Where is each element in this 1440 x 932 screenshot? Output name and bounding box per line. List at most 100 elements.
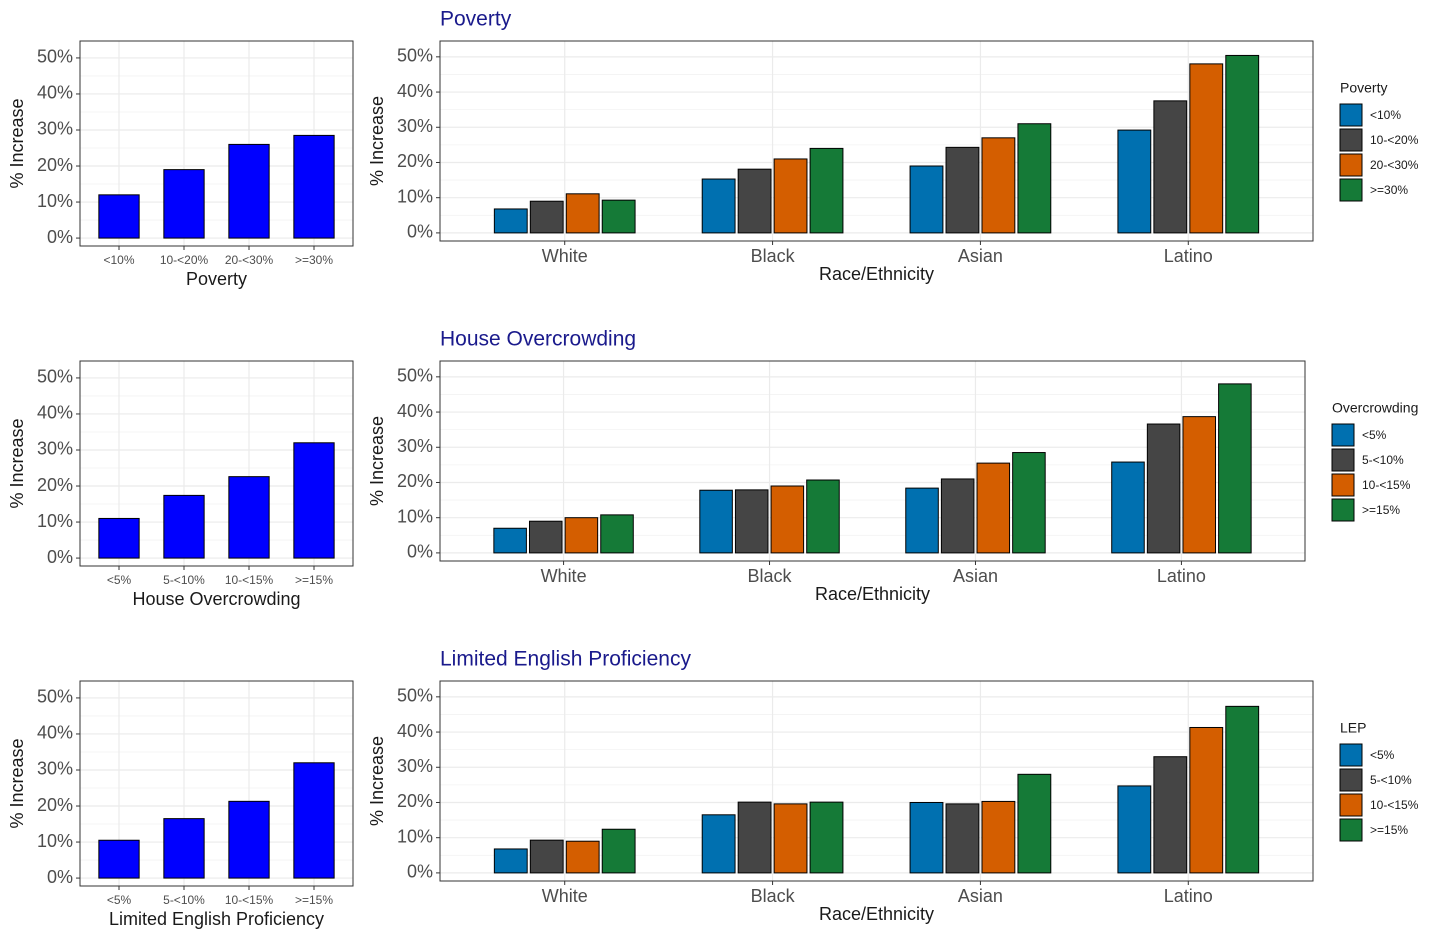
- legend-key: [1339, 818, 1363, 842]
- x-axis-title: House Overcrowding: [132, 589, 300, 609]
- panel-border: [439, 40, 1314, 242]
- x-tick-label: <10%: [103, 253, 134, 267]
- bar: [945, 146, 980, 234]
- x-tick-label: >=15%: [295, 893, 333, 907]
- panel-border: [439, 680, 1314, 882]
- x-axis-title: Limited English Proficiency: [109, 909, 324, 929]
- x-tick-label: Latino: [1164, 886, 1213, 906]
- y-tick-label: 20%: [397, 151, 433, 171]
- x-tick-label: 20-<30%: [225, 253, 274, 267]
- bar: [1153, 100, 1188, 234]
- y-tick-label: 30%: [397, 436, 433, 456]
- bar: [529, 839, 564, 874]
- legend-key: [1339, 743, 1363, 767]
- bar: [773, 158, 808, 234]
- y-tick-label: 40%: [37, 83, 73, 103]
- bar: [98, 517, 140, 559]
- bar: [734, 489, 769, 554]
- bar: [806, 479, 840, 554]
- x-tick-label: <5%: [107, 573, 132, 587]
- legend-label: <5%: [1370, 748, 1395, 762]
- bar: [493, 208, 528, 234]
- legend-key: [1331, 448, 1355, 472]
- x-tick-label: 5-<10%: [163, 573, 205, 587]
- y-tick-label: 40%: [397, 721, 433, 741]
- bar: [228, 143, 270, 239]
- legend-key: [1339, 793, 1363, 817]
- bar: [493, 527, 527, 554]
- panel-border: [79, 680, 354, 887]
- legend-label: >=15%: [1370, 823, 1408, 837]
- legend-key: [1331, 423, 1355, 447]
- y-tick-label: 0%: [407, 222, 433, 242]
- bar: [528, 520, 563, 554]
- y-axis-title: % Increase: [367, 416, 387, 506]
- bar: [1146, 423, 1181, 554]
- bar: [564, 517, 599, 554]
- bar: [1182, 416, 1217, 554]
- y-axis-title: % Increase: [7, 98, 27, 188]
- y-tick-label: 30%: [397, 116, 433, 136]
- panel-border: [79, 360, 354, 567]
- y-tick-label: 50%: [37, 47, 73, 67]
- legend-label: <5%: [1362, 428, 1387, 442]
- bar: [1111, 461, 1145, 554]
- bar: [1225, 54, 1260, 234]
- chart-title: House Overcrowding: [440, 328, 636, 351]
- bar: [1117, 785, 1152, 874]
- y-axis-title: % Increase: [7, 738, 27, 828]
- y-tick-label: 10%: [397, 506, 433, 526]
- x-tick-label: Asian: [958, 246, 1003, 266]
- y-tick-label: 20%: [37, 155, 73, 175]
- y-tick-label: 20%: [397, 471, 433, 491]
- bar: [1218, 383, 1252, 554]
- bar: [1153, 756, 1188, 874]
- y-tick-label: 0%: [47, 867, 73, 887]
- x-axis-title: Race/Ethnicity: [819, 904, 934, 924]
- legend-label: >=30%: [1370, 183, 1408, 197]
- bar: [293, 442, 335, 559]
- legend-label: 5-<10%: [1370, 773, 1412, 787]
- y-tick-label: 30%: [397, 756, 433, 776]
- y-tick-label: 50%: [37, 687, 73, 707]
- legend-label: 10-<15%: [1362, 478, 1411, 492]
- x-tick-label: 10-<15%: [225, 573, 274, 587]
- x-axis-title: Race/Ethnicity: [819, 264, 934, 284]
- bar: [1117, 129, 1152, 234]
- chart-title: Poverty: [440, 8, 512, 31]
- panel-border: [439, 360, 1306, 562]
- y-tick-label: 10%: [37, 831, 73, 851]
- bar: [809, 147, 844, 234]
- y-tick-label: 0%: [47, 547, 73, 567]
- chart-title: Limited English Proficiency: [440, 648, 691, 671]
- bar: [737, 801, 772, 874]
- bar: [293, 134, 335, 239]
- bar: [529, 200, 564, 234]
- bar: [600, 514, 634, 554]
- bar: [909, 801, 944, 874]
- bar: [228, 800, 270, 879]
- x-tick-label: 10-<15%: [225, 893, 274, 907]
- y-tick-label: 40%: [397, 81, 433, 101]
- bar: [909, 165, 944, 234]
- bar: [1017, 123, 1052, 234]
- bar: [1017, 773, 1052, 874]
- bar: [945, 803, 980, 874]
- bar: [565, 840, 600, 874]
- x-tick-label: 10-<20%: [160, 253, 209, 267]
- bar: [601, 199, 636, 234]
- legend-title: Overcrowding: [1332, 400, 1418, 416]
- y-tick-label: 30%: [37, 439, 73, 459]
- bar: [98, 839, 140, 879]
- y-tick-label: 10%: [37, 191, 73, 211]
- panel-border: [79, 40, 354, 247]
- y-tick-label: 40%: [397, 401, 433, 421]
- bar: [493, 848, 528, 874]
- x-tick-label: Black: [748, 566, 793, 586]
- y-tick-label: 30%: [37, 119, 73, 139]
- bar: [1225, 705, 1260, 874]
- legend-key: [1331, 498, 1355, 522]
- x-tick-label: Black: [751, 886, 796, 906]
